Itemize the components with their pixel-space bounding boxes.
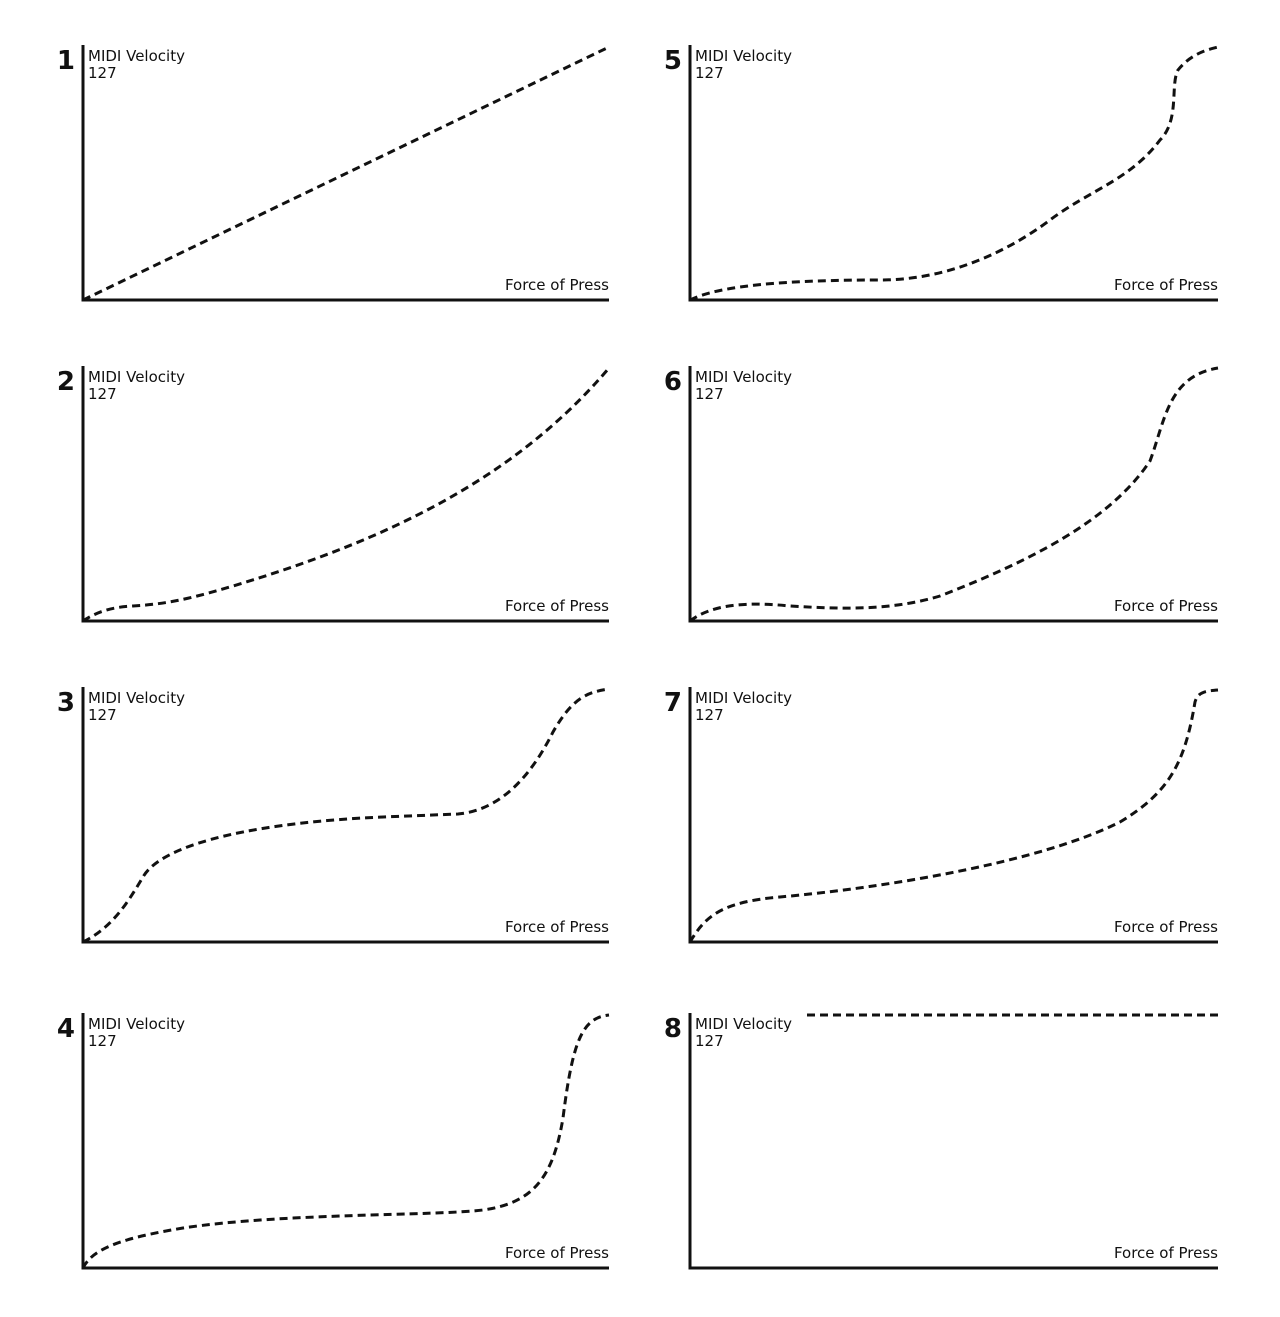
curve — [82, 45, 610, 302]
y-axis-label: MIDI Velocity — [695, 47, 792, 65]
x-axis-label: Force of Press — [1114, 1244, 1218, 1262]
axes — [688, 366, 1218, 623]
y-axis-label: MIDI Velocity — [88, 689, 185, 707]
y-axis-label: MIDI Velocity — [88, 47, 185, 65]
curve — [82, 367, 611, 623]
curve — [81, 1013, 610, 1269]
axes — [81, 1013, 609, 1270]
curve — [689, 366, 1219, 623]
y-axis-label: MIDI Velocity — [695, 689, 792, 707]
y-max-label: 127 — [695, 1032, 724, 1050]
panel-number: 2 — [57, 367, 75, 397]
curve — [688, 688, 1219, 943]
y-axis-label: MIDI Velocity — [88, 1015, 185, 1033]
x-axis-label: Force of Press — [505, 918, 609, 936]
x-axis-label: Force of Press — [1114, 597, 1218, 615]
y-max-label: 127 — [88, 1032, 117, 1050]
y-axis-label: MIDI Velocity — [695, 368, 792, 386]
x-axis-label: Force of Press — [505, 597, 609, 615]
y-max-label: 127 — [88, 64, 117, 82]
y-max-label: 127 — [695, 706, 724, 724]
panel-number: 6 — [664, 367, 682, 397]
panel-number: 5 — [664, 46, 682, 76]
x-axis-label: Force of Press — [505, 276, 609, 294]
y-max-label: 127 — [88, 706, 117, 724]
panel-number: 8 — [664, 1014, 682, 1044]
y-axis-label: MIDI Velocity — [695, 1015, 792, 1033]
x-axis-label: Force of Press — [1114, 918, 1218, 936]
y-axis-label: MIDI Velocity — [88, 368, 185, 386]
panel-number: 3 — [57, 688, 75, 718]
axes — [81, 687, 609, 944]
y-max-label: 127 — [695, 385, 724, 403]
axes — [688, 687, 1218, 944]
y-max-label: 127 — [695, 64, 724, 82]
panel-number: 7 — [664, 688, 682, 718]
axes — [81, 366, 609, 623]
curve — [689, 45, 1219, 302]
axes — [688, 1013, 1218, 1270]
panel-number: 1 — [57, 46, 75, 76]
axes — [688, 45, 1218, 302]
y-max-label: 127 — [88, 385, 117, 403]
x-axis-label: Force of Press — [505, 1244, 609, 1262]
x-axis-label: Force of Press — [1114, 276, 1218, 294]
curve — [82, 687, 610, 944]
panel-number: 4 — [57, 1014, 75, 1044]
